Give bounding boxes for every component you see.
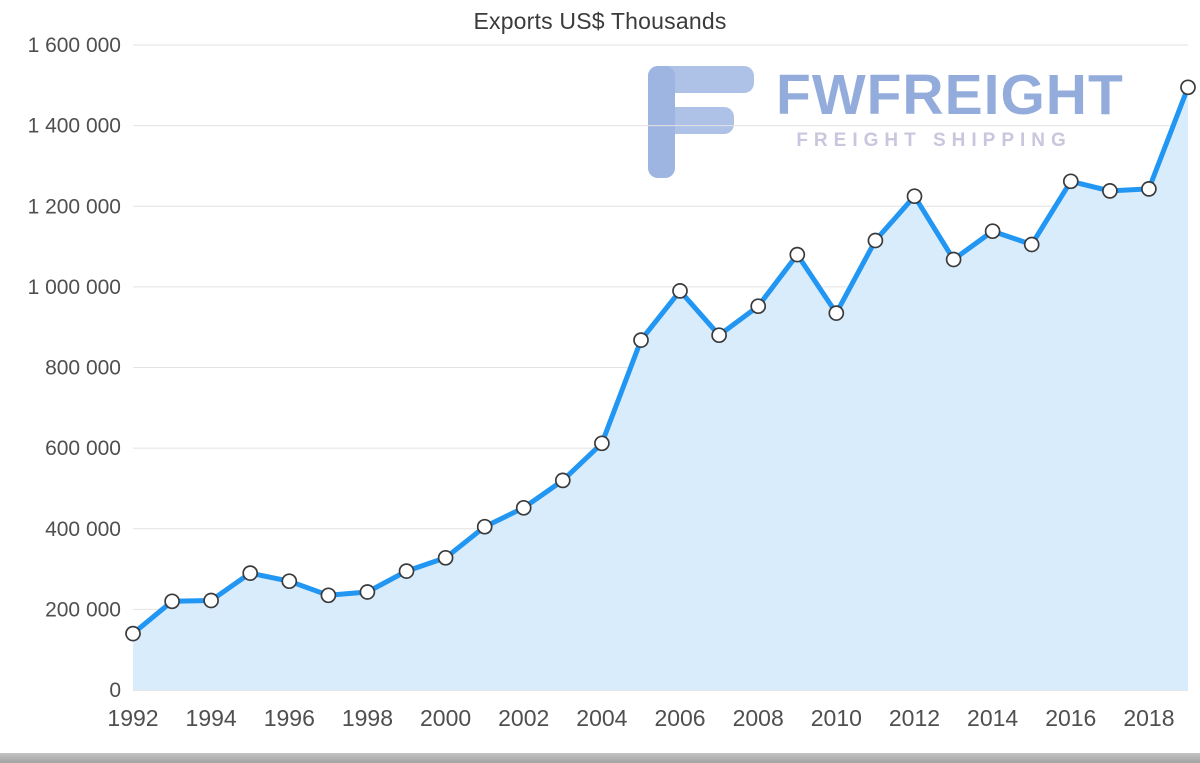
x-axis-label: 2006 xyxy=(654,705,705,731)
data-point[interactable] xyxy=(242,565,259,581)
data-point[interactable] xyxy=(984,223,1001,240)
data-point[interactable] xyxy=(711,327,727,344)
x-axis-label: 2018 xyxy=(1123,705,1174,731)
area-fill xyxy=(133,87,1188,691)
data-point[interactable] xyxy=(125,625,141,642)
data-point[interactable] xyxy=(1102,183,1118,199)
x-axis-label: 2012 xyxy=(889,705,940,731)
series-line xyxy=(130,84,1191,637)
x-axis-label: 1994 xyxy=(186,705,237,731)
data-point[interactable] xyxy=(554,472,571,489)
data-point[interactable] xyxy=(1141,181,1157,197)
data-point[interactable] xyxy=(906,188,923,205)
x-axis-label: 1996 xyxy=(264,705,315,731)
data-point[interactable] xyxy=(437,549,454,566)
x-axis-label: 2002 xyxy=(498,705,549,731)
data-point[interactable] xyxy=(633,332,649,348)
data-point[interactable] xyxy=(398,563,415,579)
x-axis-label: 1992 xyxy=(107,705,158,731)
y-axis-label: 600 000 xyxy=(45,437,121,460)
data-point[interactable] xyxy=(1023,236,1040,253)
y-axis-label: 400 000 xyxy=(45,518,121,541)
x-axis-label: 1998 xyxy=(342,705,393,731)
data-point[interactable] xyxy=(1180,79,1196,96)
data-point[interactable] xyxy=(476,518,493,535)
y-axis-label: 800 000 xyxy=(45,357,121,380)
data-point[interactable] xyxy=(1062,173,1079,190)
data-point[interactable] xyxy=(515,499,532,516)
chart-title: Exports US$ Thousands xyxy=(473,8,727,34)
horizontal-scrollbar[interactable] xyxy=(0,753,1200,763)
y-axis-label: 1 600 000 xyxy=(28,34,121,57)
x-axis-label: 2016 xyxy=(1045,705,1096,731)
x-axis-label: 2004 xyxy=(576,705,627,731)
y-axis-label: 200 000 xyxy=(45,598,121,621)
data-point[interactable] xyxy=(281,573,298,590)
x-axis-label: 2010 xyxy=(811,705,862,731)
y-axis-label: 1 200 000 xyxy=(28,195,121,218)
x-axis-label: 2014 xyxy=(967,705,1018,731)
data-point[interactable] xyxy=(203,592,219,609)
y-axis-label: 1 000 000 xyxy=(28,276,121,299)
data-point[interactable] xyxy=(789,246,806,263)
data-point[interactable] xyxy=(828,305,845,321)
data-point[interactable] xyxy=(672,283,688,299)
data-point[interactable] xyxy=(359,584,376,600)
x-axis-label: 2000 xyxy=(420,705,471,731)
data-point[interactable] xyxy=(594,435,610,452)
y-axis-label: 0 xyxy=(109,679,121,702)
data-point[interactable] xyxy=(750,298,767,315)
data-point[interactable] xyxy=(867,232,884,249)
y-axis-label: 1 400 000 xyxy=(28,115,121,138)
x-axis-label: 2008 xyxy=(733,705,784,731)
data-point[interactable] xyxy=(320,587,337,604)
data-point[interactable] xyxy=(945,251,962,268)
data-point[interactable] xyxy=(164,593,180,610)
